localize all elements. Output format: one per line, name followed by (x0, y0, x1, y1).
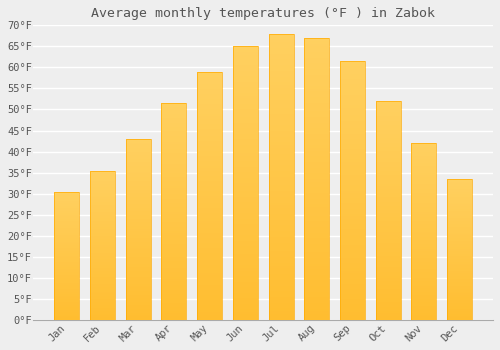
Bar (90, 170, 115, 320)
Bar (304, 38, 330, 320)
Bar (162, 103, 186, 320)
Bar (54, 191, 79, 320)
Bar (126, 139, 150, 320)
Bar (376, 101, 400, 320)
Bar (197, 72, 222, 320)
Bar (412, 143, 436, 320)
Bar (447, 179, 472, 320)
Title: Average monthly temperatures (°F ) in Zabok: Average monthly temperatures (°F ) in Za… (91, 7, 435, 20)
Bar (340, 61, 365, 320)
Bar (268, 34, 293, 320)
Bar (233, 46, 258, 320)
